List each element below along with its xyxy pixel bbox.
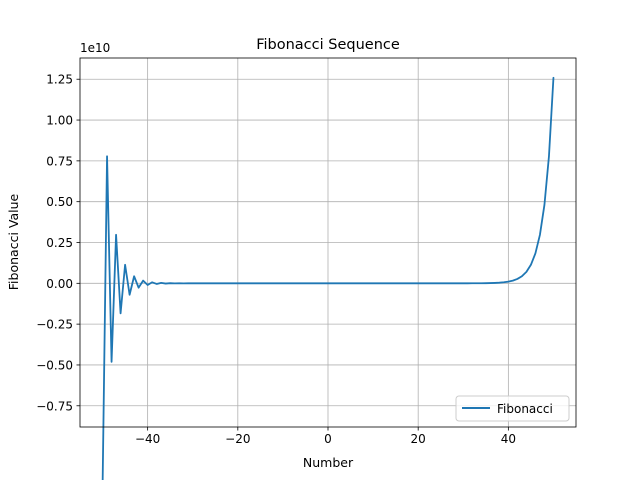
- x-tick-label: −20: [225, 432, 250, 446]
- y-tick-label: 0.75: [46, 154, 73, 168]
- y-tick-label: 1.25: [46, 73, 73, 87]
- legend-box: [455, 395, 570, 422]
- legend-label: Fibonacci: [497, 402, 553, 416]
- x-axis-label: Number: [303, 455, 354, 470]
- chart-title: Fibonacci Sequence: [256, 37, 400, 53]
- legend: Fibonacci: [455, 395, 570, 422]
- y-tick-label: −0.50: [36, 358, 73, 372]
- y-tick-label: 1.00: [46, 114, 73, 128]
- ticks: −40 −20 0 20 40 −0.75 −0.50 −0.25 0.00 0.25 0.50 0.…: [36, 73, 516, 446]
- y-tick-label: −0.25: [36, 318, 73, 332]
- y-tick-label: 0.25: [46, 236, 73, 250]
- y-tick-label: 0.00: [46, 277, 73, 291]
- y-tick-label: −0.75: [36, 399, 73, 413]
- x-tick-label: 40: [501, 432, 516, 446]
- x-tick-label: −40: [135, 432, 160, 446]
- y-axis-label: Fibonacci Value: [6, 193, 21, 290]
- series-layer: [101, 76, 555, 480]
- x-tick-label: 20: [411, 432, 426, 446]
- series-line-fibonacci: [101, 76, 555, 480]
- y-tick-label: 0.50: [46, 195, 73, 209]
- y-axis-offset-label: 1e10: [80, 41, 110, 55]
- x-tick-label: 0: [324, 432, 332, 446]
